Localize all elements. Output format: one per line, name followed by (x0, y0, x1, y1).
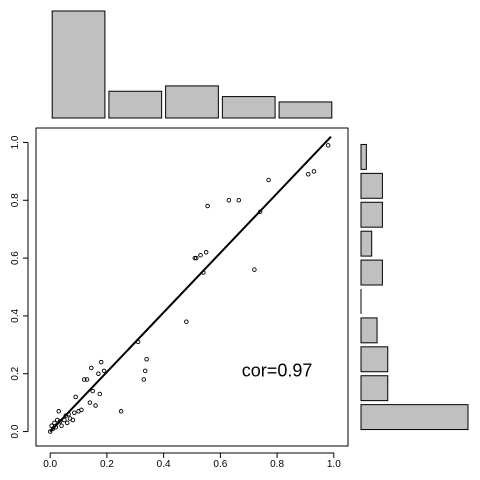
top-histogram-bar (278, 101, 333, 119)
y-tick-label: 1.0 (10, 135, 21, 149)
y-axis: 0.0 0.2 0.4 0.6 0.8 1.0 (10, 135, 29, 438)
scatter-point (57, 419, 63, 424)
scatter-point (98, 359, 104, 365)
x-tick-label: 0.4 (157, 459, 171, 470)
scatter-point (252, 267, 257, 272)
scatter-point (84, 377, 90, 382)
top-marginal-histogram (51, 10, 333, 119)
scatter-point (56, 409, 61, 414)
y-tick-label: 0.2 (10, 366, 21, 380)
correlation-annotation: cor=0.97 (242, 361, 313, 381)
scatter-point (96, 371, 101, 376)
scatter-point (97, 391, 103, 397)
right-histogram-bar (360, 404, 469, 431)
right-histogram-bar (360, 375, 389, 402)
scatter-point (59, 423, 64, 429)
scatter-point (101, 368, 107, 374)
top-histogram-bar (108, 90, 163, 119)
x-axis: 0.0 0.2 0.4 0.6 0.8 1.0 (43, 452, 341, 470)
scatter-point (64, 420, 70, 426)
scatter-point (72, 410, 77, 416)
scatter-point (311, 169, 317, 174)
y-tick-label: 0.8 (10, 193, 21, 207)
scatter-point (144, 357, 149, 362)
plot-frame (35, 127, 349, 447)
scatter-point (70, 417, 76, 423)
x-tick-label: 0.2 (100, 459, 114, 470)
scatter-point (141, 377, 147, 382)
right-histogram-bar (360, 143, 367, 170)
scatter-point (52, 420, 57, 426)
scatter-point (194, 255, 199, 261)
scatter-point (192, 255, 198, 261)
x-tick-label: 0.0 (43, 459, 57, 470)
top-histogram-bar (165, 85, 219, 119)
scatter-point (47, 429, 53, 434)
scatter-point (73, 394, 78, 400)
scatter-point (184, 319, 189, 324)
top-histogram-bar (221, 96, 276, 119)
scatter-point (118, 409, 124, 414)
scatter-point (203, 250, 209, 255)
scatter-point (325, 143, 331, 148)
x-tick-label: 0.8 (270, 459, 284, 470)
x-tick-label: 0.6 (213, 459, 227, 470)
scatter-point (90, 388, 95, 394)
right-histogram-bar (360, 346, 389, 373)
scatter-point (198, 252, 203, 258)
y-tick-label: 0.4 (10, 309, 21, 323)
scatter-points (47, 143, 331, 434)
main-scatter-plot: 0.0 0.2 0.4 0.6 0.8 1.0 0.0 0.2 0.4 0.6 0.8 1.0 co… (10, 127, 349, 470)
right-marginal-histogram (360, 143, 469, 431)
right-histogram-bar (360, 201, 383, 228)
top-histogram-bar (51, 10, 106, 119)
x-tick-label: 1.0 (327, 459, 341, 470)
right-histogram-bar (360, 172, 383, 199)
scatter-point (79, 407, 84, 413)
scatter-point (89, 365, 94, 371)
scatter-point (236, 198, 242, 203)
scatter-point (266, 177, 271, 183)
scatter-point (87, 400, 93, 405)
right-histogram-bar (360, 259, 383, 286)
right-histogram-bar (360, 317, 378, 344)
scatter-point (306, 172, 311, 177)
scatter-point (142, 368, 148, 374)
scatter-point (93, 403, 98, 408)
right-histogram-bar (360, 230, 373, 257)
y-tick-label: 0.6 (10, 251, 21, 265)
scatter-point (226, 198, 232, 203)
y-tick-label: 0.0 (10, 424, 21, 438)
regression-line (49, 135, 332, 433)
scatter-point (205, 203, 210, 209)
scatter-point (81, 377, 87, 382)
